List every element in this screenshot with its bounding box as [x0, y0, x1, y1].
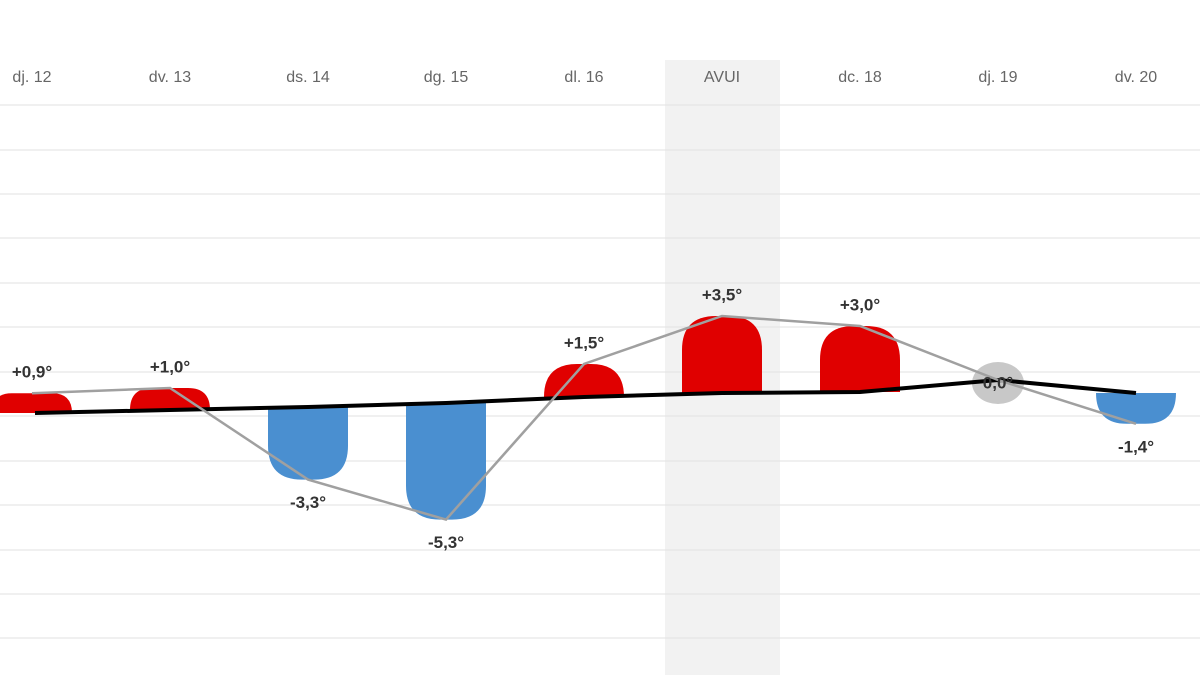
category-label: dv. 13 [149, 69, 192, 86]
bar [1096, 393, 1176, 424]
category-label: dj. 12 [12, 69, 51, 86]
bar [682, 316, 762, 393]
bar [268, 407, 348, 480]
value-label: +1,0° [150, 357, 191, 376]
value-label: -3,3° [290, 493, 326, 512]
value-label: 0,0° [983, 373, 1014, 392]
value-label: +3,5° [702, 285, 743, 304]
value-label: +3,0° [840, 295, 881, 314]
category-label: dv. 20 [1115, 69, 1158, 86]
value-label: +1,5° [564, 333, 605, 352]
category-label: dc. 18 [838, 69, 882, 86]
value-line [31, 314, 1137, 522]
value-label: -1,4° [1118, 437, 1154, 456]
value-label: +0,9° [12, 363, 53, 382]
bar [406, 403, 486, 520]
grid [0, 104, 1200, 639]
category-label: ds. 14 [286, 69, 330, 86]
category-label: AVUI [704, 69, 740, 86]
value-label: -5,3° [428, 533, 464, 552]
category-label: dg. 15 [424, 69, 469, 86]
bar [544, 364, 624, 397]
baseline [34, 377, 1137, 415]
bar [0, 393, 72, 413]
category-label: dl. 16 [564, 69, 603, 86]
category-label: dj. 19 [978, 69, 1017, 86]
bar [820, 326, 900, 392]
bar [972, 362, 1024, 404]
bars [0, 316, 1176, 520]
bar [130, 388, 210, 410]
